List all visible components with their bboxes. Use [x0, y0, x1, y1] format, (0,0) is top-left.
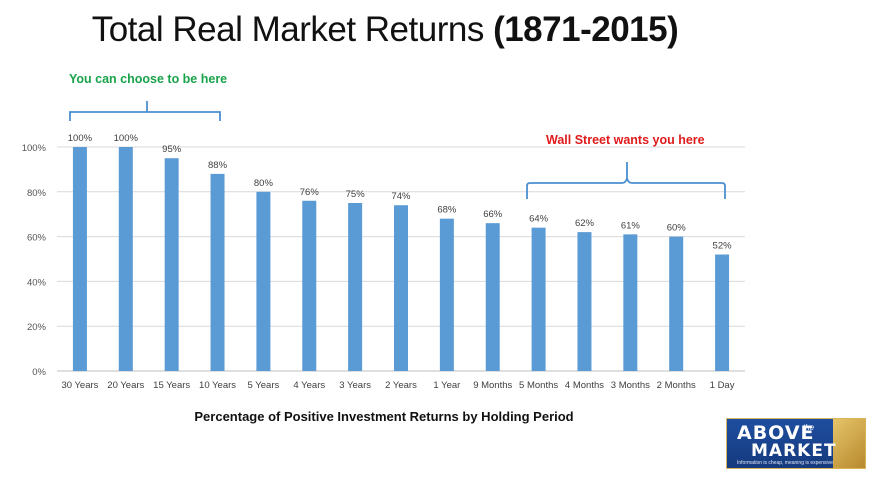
data-label: 64%: [529, 214, 549, 225]
bar: [302, 200, 317, 371]
bar: [348, 203, 363, 371]
data-label: 88%: [208, 160, 228, 171]
bar: [577, 232, 592, 371]
bar: [72, 147, 87, 371]
x-tick-label: 2 Months: [657, 380, 696, 391]
data-label: 62%: [575, 218, 595, 229]
data-label: 74%: [391, 191, 411, 202]
x-tick-label: 4 Years: [293, 380, 325, 391]
bar: [439, 218, 454, 371]
x-tick-label: 4 Months: [565, 380, 604, 391]
data-label: 100%: [114, 133, 139, 144]
x-tick-label: 30 Years: [61, 380, 98, 391]
right-brace: [526, 162, 726, 199]
bar: [669, 236, 684, 371]
x-tick-label: 2 Years: [385, 380, 417, 391]
y-tick-label: 40%: [27, 277, 47, 288]
data-label: 75%: [346, 189, 366, 200]
bar: [164, 158, 179, 371]
above-the-market-logo: ABOVE the MARKET Information is cheap, m…: [726, 418, 866, 469]
annotation-left: You can choose to be here: [69, 72, 228, 86]
data-label: 66%: [483, 209, 503, 220]
logo-word-above: ABOVE: [737, 422, 815, 444]
x-tick-label: 5 Months: [519, 380, 558, 391]
x-tick-label: 3 Years: [339, 380, 371, 391]
data-label: 76%: [300, 187, 320, 198]
title-years: (1871-2015): [493, 10, 679, 49]
x-tick-label: 3 Months: [611, 380, 650, 391]
logo-tagline: Information is cheap, meaning is expensi…: [737, 460, 835, 466]
data-label: 80%: [254, 178, 274, 189]
bar: [531, 227, 546, 371]
bar: [715, 254, 730, 371]
logo-word-the: the: [803, 423, 815, 432]
x-tick-label: 15 Years: [153, 380, 190, 391]
logo-gold-panel: [833, 419, 865, 468]
x-axis-caption: Percentage of Positive Investment Return…: [194, 409, 574, 424]
y-tick-label: 80%: [27, 188, 47, 199]
bar: [394, 205, 408, 371]
x-tick-label: 10 Years: [199, 380, 236, 391]
logo-word-market: MARKET: [751, 441, 837, 461]
y-tick-label: 20%: [27, 322, 47, 333]
bar: [256, 191, 271, 371]
x-tick-label: 1 Year: [433, 380, 460, 391]
y-tick-label: 60%: [27, 233, 47, 244]
title-main: Total Real Market Returns: [91, 10, 485, 49]
data-label: 95%: [162, 144, 182, 155]
bar: [118, 147, 133, 371]
bar: [485, 223, 500, 371]
data-label: 68%: [437, 205, 457, 216]
data-label: 61%: [621, 220, 641, 231]
bar: [623, 234, 638, 371]
x-tick-label: 20 Years: [107, 380, 144, 391]
data-label: 52%: [713, 241, 733, 252]
data-label: 100%: [68, 133, 93, 144]
bar: [210, 173, 225, 371]
y-tick-label: 0%: [32, 367, 46, 378]
left-brace: [69, 101, 221, 121]
x-tick-label: 9 Months: [473, 380, 512, 391]
data-label: 60%: [667, 223, 687, 234]
chart-title: Total Real Market Returns (1871-2015): [0, 10, 770, 50]
annotation-right: Wall Street wants you here: [546, 133, 705, 147]
x-tick-label: 5 Years: [248, 380, 280, 391]
y-tick-label: 100%: [22, 143, 47, 154]
x-tick-label: 1 Day: [710, 380, 735, 391]
